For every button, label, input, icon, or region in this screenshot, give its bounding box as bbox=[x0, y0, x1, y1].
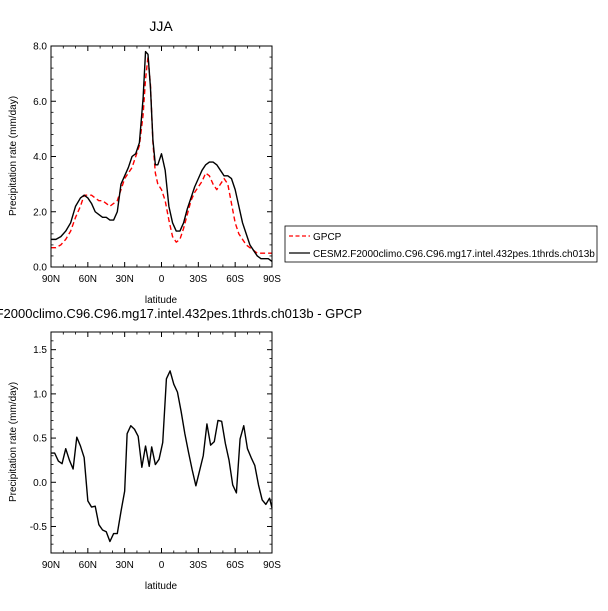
top-ticks: 90N 60N 30N 0 30S 60S 90S 0.0 2.0 4.0 6.0 8.0 bbox=[33, 42, 281, 286]
bottom-series-difference bbox=[51, 371, 272, 542]
bottom-y-tick-label: 1.5 bbox=[33, 345, 47, 356]
top-series bbox=[51, 52, 272, 262]
bottom-y-axis-label: Precipitation rate (mm/day) bbox=[8, 382, 19, 502]
figure: JJA Precipitation rate (mm/day) latitude… bbox=[0, 0, 608, 611]
legend-label-gpcp: GPCP bbox=[313, 232, 342, 243]
bottom-y-tick-label: 1.0 bbox=[33, 389, 47, 400]
bottom-x-tick-label: 90S bbox=[263, 560, 281, 571]
bottom-chart-title: CESM2.F2000climo.C96.C96.mg17.intel.432p… bbox=[0, 306, 362, 321]
top-x-tick-label: 30N bbox=[115, 274, 133, 285]
top-y-tick-label: 2.0 bbox=[33, 207, 47, 218]
bottom-x-tick-label: 90N bbox=[42, 560, 60, 571]
top-x-tick-label: 0 bbox=[159, 274, 165, 285]
top-chart-title: JJA bbox=[149, 18, 173, 34]
top-x-tick-label: 90S bbox=[263, 274, 281, 285]
bottom-x-tick-label: 0 bbox=[159, 560, 165, 571]
bottom-plot-frame bbox=[51, 332, 272, 553]
bottom-x-axis-label: latitude bbox=[145, 581, 178, 592]
top-y-axis-label: Precipitation rate (mm/day) bbox=[8, 96, 19, 216]
bottom-x-tick-label: 60S bbox=[226, 560, 244, 571]
top-x-tick-label: 60S bbox=[226, 274, 244, 285]
top-panel: JJA Precipitation rate (mm/day) latitude… bbox=[8, 18, 281, 306]
top-y-tick-label: 0.0 bbox=[33, 263, 47, 274]
top-y-tick-label: 6.0 bbox=[33, 97, 47, 108]
legend: GPCP CESM2.F2000climo.C96.C96.mg17.intel… bbox=[285, 226, 597, 262]
bottom-x-tick-label: 30N bbox=[115, 560, 133, 571]
top-y-tick-label: 8.0 bbox=[33, 42, 47, 53]
top-x-axis-label: latitude bbox=[145, 295, 178, 306]
bottom-panel: CESM2.F2000climo.C96.C96.mg17.intel.432p… bbox=[0, 306, 362, 592]
bottom-x-tick-label: 30S bbox=[189, 560, 207, 571]
legend-label-model: CESM2.F2000climo.C96.C96.mg17.intel.432p… bbox=[313, 249, 595, 260]
top-y-tick-label: 4.0 bbox=[33, 152, 47, 163]
bottom-series bbox=[51, 371, 272, 542]
top-series-model bbox=[51, 52, 272, 262]
top-x-tick-label: 90N bbox=[42, 274, 60, 285]
bottom-x-tick-label: 60N bbox=[79, 560, 97, 571]
bottom-y-tick-label: 0.5 bbox=[33, 434, 47, 445]
bottom-y-tick-label: -0.5 bbox=[30, 522, 48, 533]
top-x-tick-label: 60N bbox=[79, 274, 97, 285]
bottom-ticks: 90N 60N 30N 0 30S 60S 90S -0.5 0.0 0.5 1.0 1.5 bbox=[30, 332, 281, 571]
top-x-tick-label: 30S bbox=[189, 274, 207, 285]
bottom-y-tick-label: 0.0 bbox=[33, 478, 47, 489]
